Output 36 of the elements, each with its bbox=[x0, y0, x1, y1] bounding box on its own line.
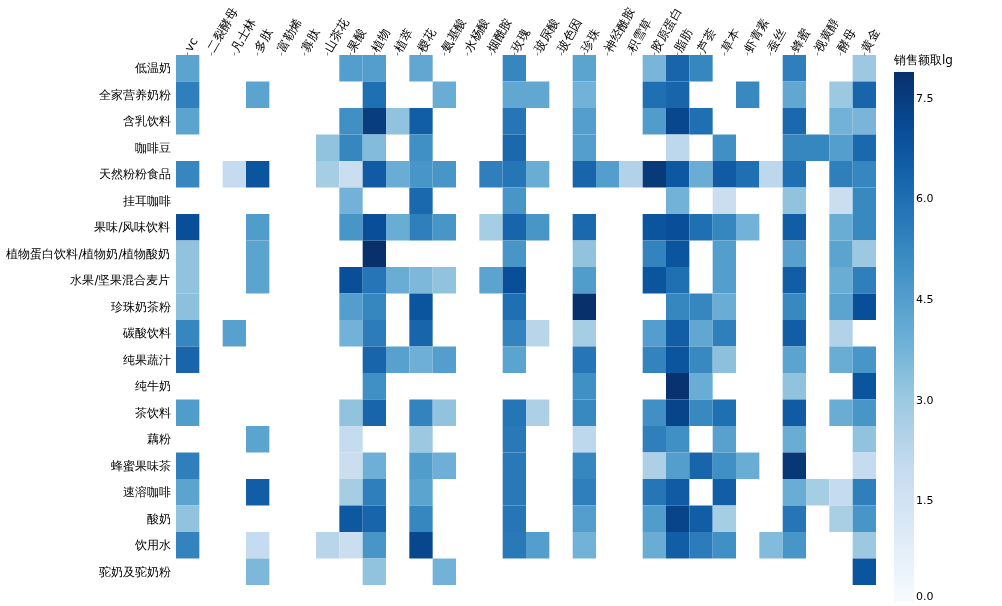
x-tick-label: 植物 bbox=[368, 26, 393, 54]
y-tick-label: 饮用水 bbox=[133, 538, 171, 553]
y-tick-label: 酸奶 bbox=[146, 511, 171, 526]
y-tick-label: 咖啡豆 bbox=[134, 140, 171, 155]
x-tick-label: 黄金 bbox=[858, 26, 883, 54]
x-tick-label: 寡肽 bbox=[298, 26, 323, 54]
y-tick-label: 纯果蔬汁 bbox=[122, 352, 171, 367]
y-tick-label: 驼奶及驼奶粉 bbox=[98, 564, 171, 579]
y-tick-label: 果味/风味饮料 bbox=[94, 220, 171, 235]
color-bar-label: 0.0 bbox=[916, 590, 934, 603]
y-tick-label: 纯牛奶 bbox=[134, 379, 171, 394]
y-tick-label: 速溶咖啡 bbox=[122, 485, 171, 500]
y-tick-label: 珍珠奶茶粉 bbox=[110, 299, 171, 314]
x-tick-label: vc bbox=[181, 35, 201, 54]
y-tick-label: 天然粉粉食品 bbox=[98, 167, 171, 182]
y-tick-label: 低温奶 bbox=[134, 61, 171, 76]
color-bar-label: 3.0 bbox=[916, 393, 934, 407]
y-tick-label: 挂耳咖啡 bbox=[122, 193, 171, 208]
x-tick-label: 蜂蜜 bbox=[788, 26, 813, 54]
y-tick-label: 茶饮料 bbox=[134, 405, 171, 420]
y-tick-label: 藕粉 bbox=[146, 432, 171, 447]
color-bar-title: 销售额取lg bbox=[893, 53, 953, 67]
y-tick-label: 全家营养奶粉 bbox=[98, 87, 171, 102]
x-tick-label: 草本 bbox=[718, 26, 743, 54]
color-bar-label: 1.5 bbox=[916, 494, 934, 508]
y-tick-label: 水果/坚果混合麦片 bbox=[70, 273, 171, 288]
color-bar-label: 6.0 bbox=[916, 192, 934, 206]
y-tick-label: 含乳饮料 bbox=[122, 114, 171, 129]
y-tick-label: 蜂蜜果味茶 bbox=[110, 458, 171, 473]
y-tick-label: 植物蛋白饮料/植物奶/植物酸奶 bbox=[6, 246, 171, 261]
color-bar-label: 7.5 bbox=[916, 91, 934, 105]
color-bar-label: 4.5 bbox=[916, 293, 934, 307]
x-tick-label: 植萃 bbox=[391, 26, 416, 54]
y-tick-label: 碳酸饮料 bbox=[121, 326, 171, 341]
x-tick-label: 芦荟 bbox=[694, 26, 720, 54]
x-tick-label: 樱花 bbox=[414, 26, 440, 54]
